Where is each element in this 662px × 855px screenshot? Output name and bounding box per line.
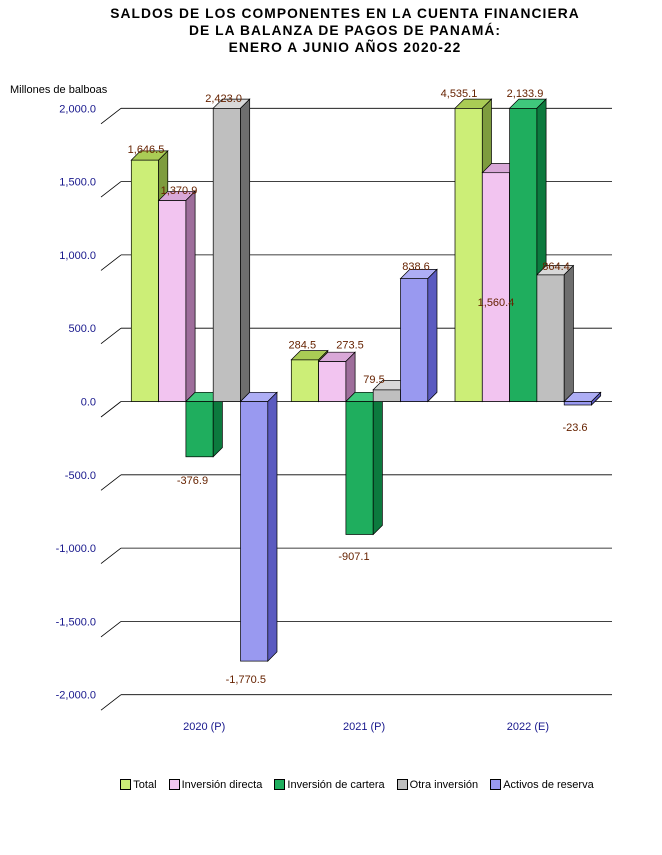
svg-text:79.5: 79.5 bbox=[363, 374, 384, 386]
svg-text:1,646.5: 1,646.5 bbox=[128, 144, 165, 156]
svg-text:4,535.1: 4,535.1 bbox=[441, 88, 478, 100]
svg-text:2,423.0: 2,423.0 bbox=[205, 93, 242, 105]
svg-text:-2,000.0: -2,000.0 bbox=[56, 690, 96, 702]
svg-text:2022 (E): 2022 (E) bbox=[507, 721, 549, 733]
svg-text:-23.6: -23.6 bbox=[562, 422, 587, 434]
svg-text:-500.0: -500.0 bbox=[65, 470, 96, 482]
svg-text:0.0: 0.0 bbox=[81, 397, 96, 409]
svg-text:500.0: 500.0 bbox=[68, 323, 96, 335]
svg-text:-1,770.5: -1,770.5 bbox=[226, 674, 266, 686]
svg-text:-1,000.0: -1,000.0 bbox=[56, 543, 96, 555]
svg-text:2021 (P): 2021 (P) bbox=[343, 721, 385, 733]
svg-text:838.6: 838.6 bbox=[402, 261, 430, 273]
svg-text:1,560.4: 1,560.4 bbox=[478, 297, 515, 309]
svg-text:-1,500.0: -1,500.0 bbox=[56, 616, 96, 628]
svg-text:2,133.9: 2,133.9 bbox=[507, 88, 544, 100]
svg-text:1,000.0: 1,000.0 bbox=[59, 250, 96, 262]
svg-text:-376.9: -376.9 bbox=[177, 475, 208, 487]
svg-text:1,500.0: 1,500.0 bbox=[59, 177, 96, 189]
svg-text:284.5: 284.5 bbox=[289, 340, 317, 352]
svg-text:2,000.0: 2,000.0 bbox=[59, 103, 96, 115]
svg-text:2020 (P): 2020 (P) bbox=[183, 721, 225, 733]
svg-text:1,370.9: 1,370.9 bbox=[161, 185, 198, 197]
svg-text:-907.1: -907.1 bbox=[338, 551, 369, 563]
svg-text:273.5: 273.5 bbox=[336, 340, 364, 352]
svg-text:864.4: 864.4 bbox=[542, 261, 570, 273]
